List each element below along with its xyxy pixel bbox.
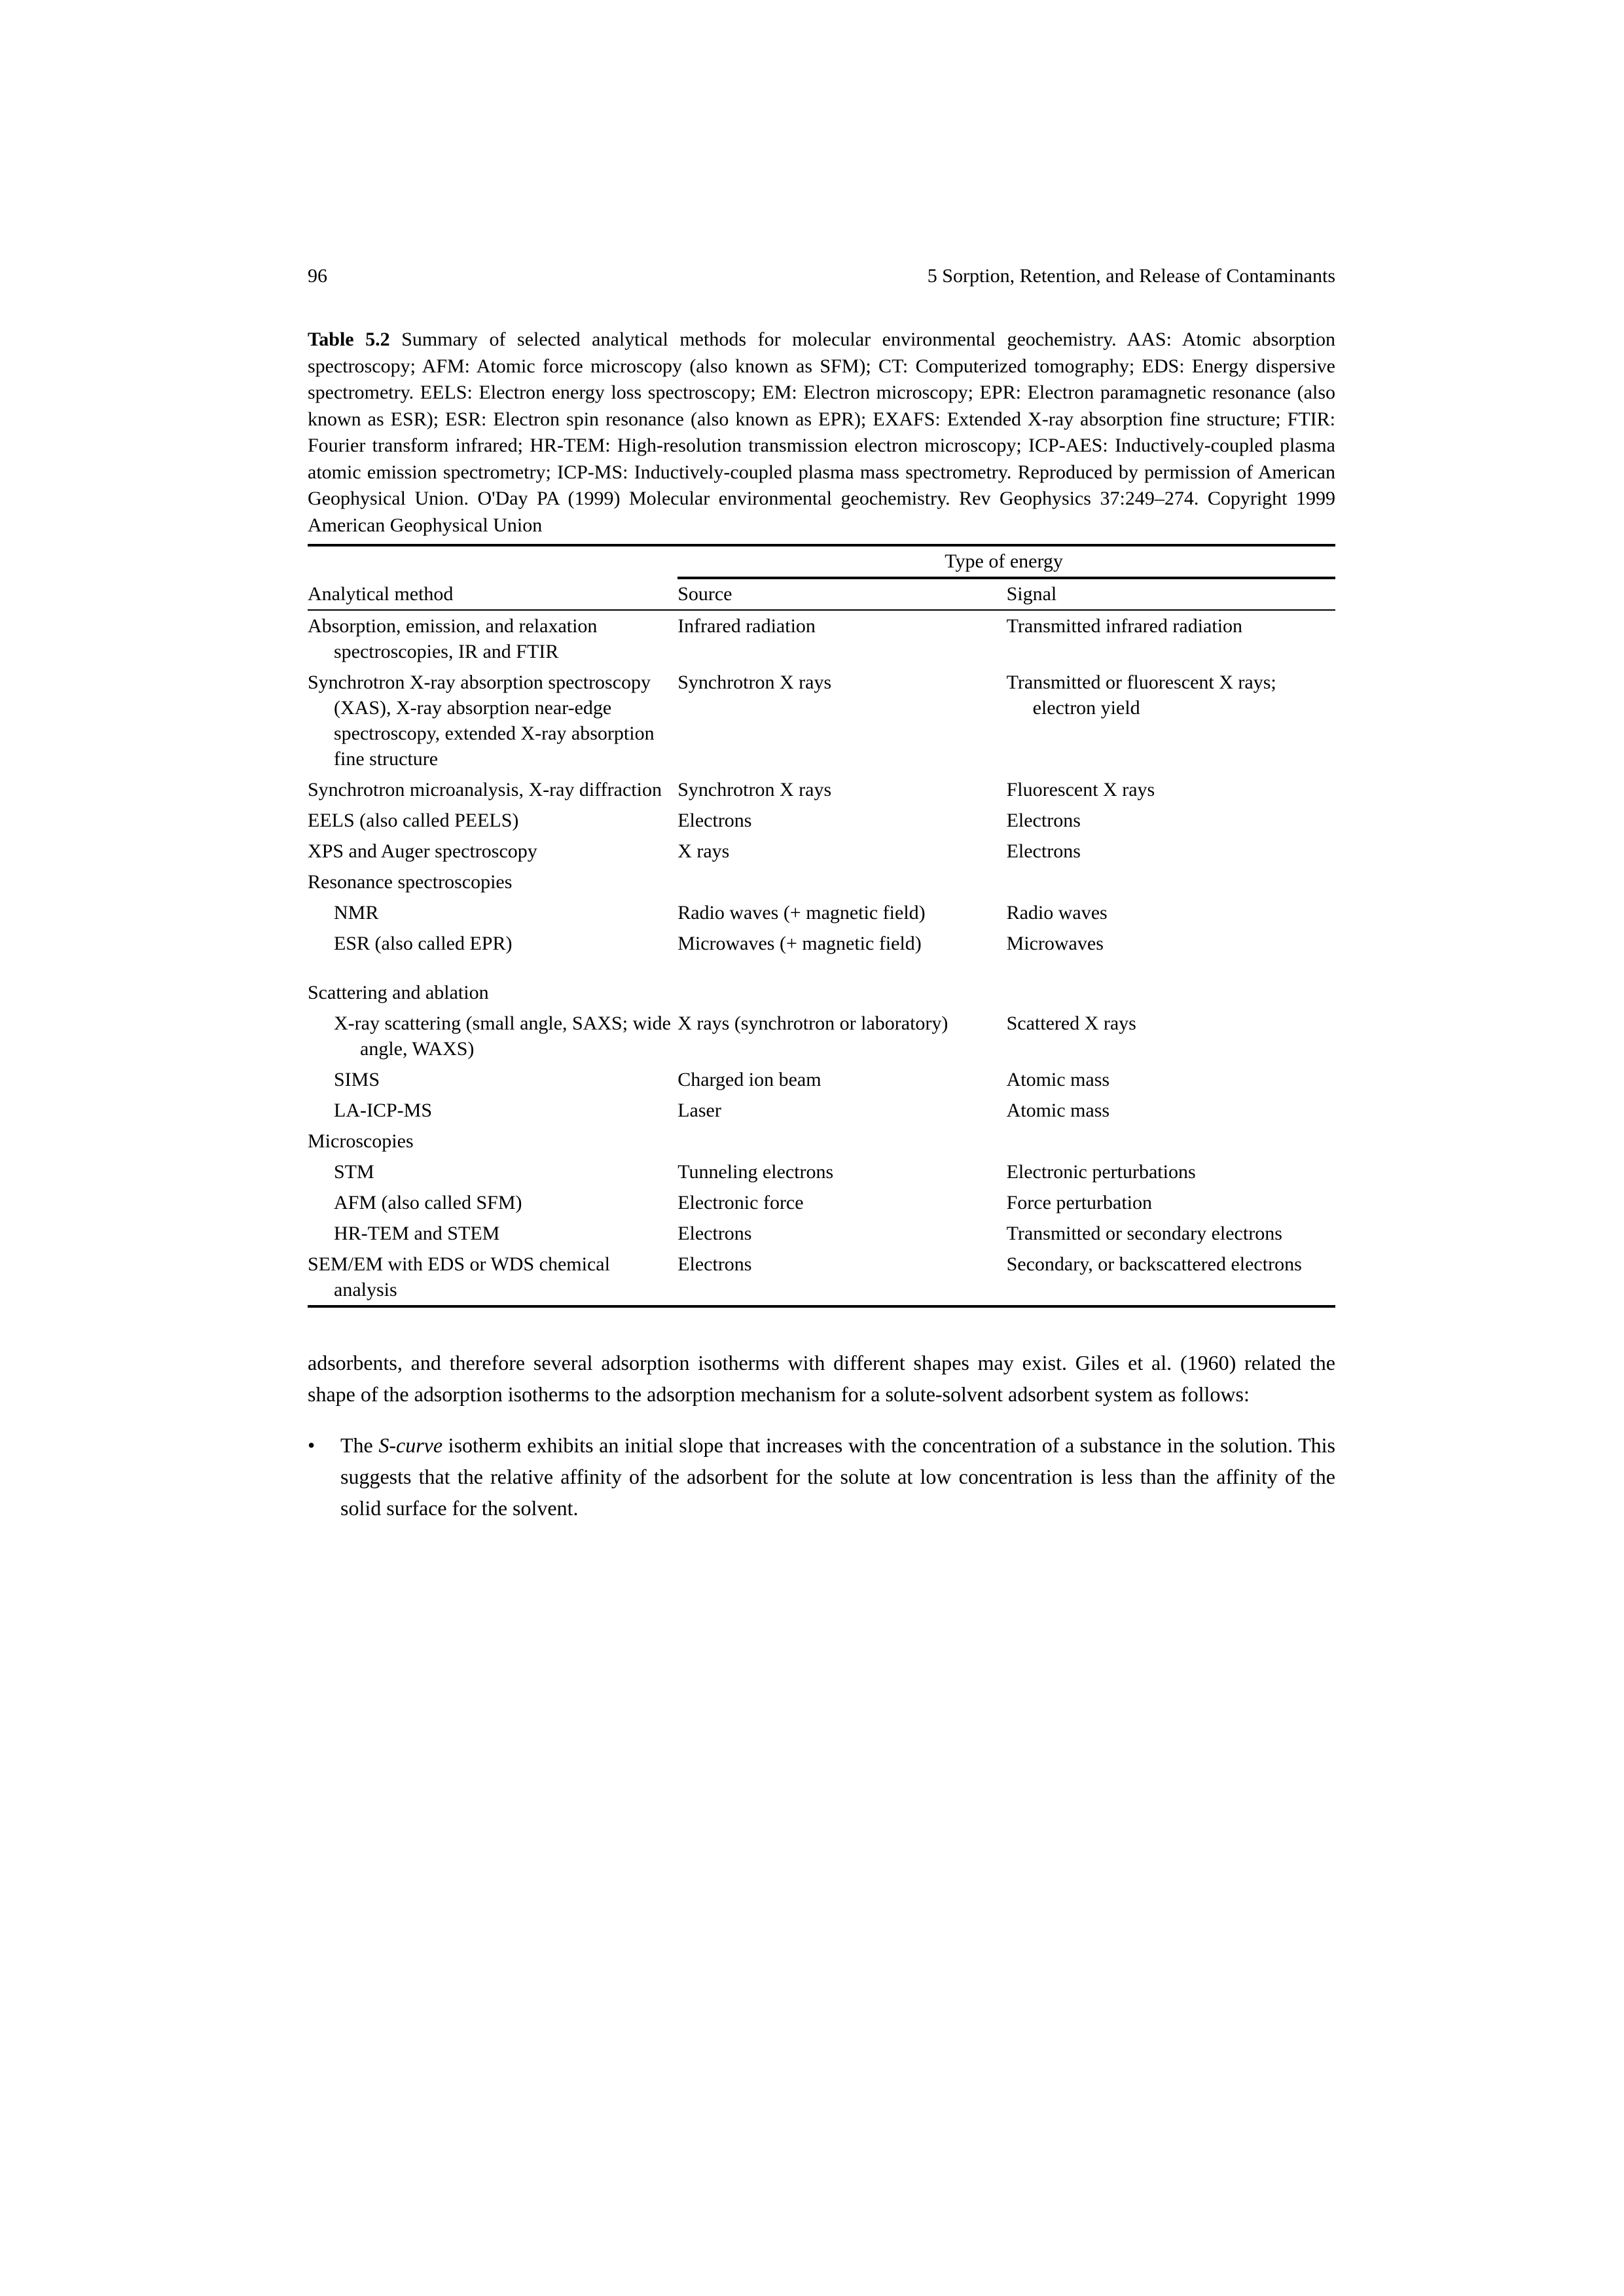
cell-method: AFM (also called SFM) [308, 1187, 677, 1218]
chapter-title: 5 Sorption, Retention, and Release of Co… [928, 265, 1335, 287]
page-number: 96 [308, 265, 327, 287]
table-row: XPS and Auger spectroscopyX raysElectron… [308, 836, 1335, 867]
cell-source: Electrons [677, 1249, 1006, 1306]
table-row: NMRRadio waves (+ magnetic field)Radio w… [308, 897, 1335, 928]
cell-method: Synchrotron X-ray absorption spectroscop… [308, 667, 677, 774]
cell-source: Synchrotron X rays [677, 667, 1006, 774]
cell-method: ESR (also called EPR) [308, 928, 677, 959]
th-energy: Type of energy [677, 545, 1335, 578]
table-body: Absorption, emission, and relaxation spe… [308, 610, 1335, 1306]
table-row: EELS (also called PEELS)ElectronsElectro… [308, 805, 1335, 836]
body-paragraph: adsorbents, and therefore several adsorp… [308, 1347, 1335, 1410]
cell-method: Resonance spectroscopies [308, 867, 677, 897]
list-item: • The S-curve isotherm exhibits an initi… [308, 1429, 1335, 1524]
table-row: X-ray scattering (small angle, SAXS; wid… [308, 1008, 1335, 1064]
table-row: SEM/EM with EDS or WDS chemical analysis… [308, 1249, 1335, 1306]
cell-method: XPS and Auger spectroscopy [308, 836, 677, 867]
cell-signal: Transmitted or fluorescent X rays; elect… [1007, 667, 1335, 774]
table-row: LA-ICP-MSLaserAtomic mass [308, 1095, 1335, 1126]
th-signal: Signal [1007, 578, 1335, 610]
cell-signal: Transmitted infrared radiation [1007, 610, 1335, 667]
cell-method: Synchrotron microanalysis, X-ray diffrac… [308, 774, 677, 805]
table-row: Absorption, emission, and relaxation spe… [308, 610, 1335, 667]
cell-method: Scattering and ablation [308, 977, 677, 1008]
cell-source: Microwaves (+ magnetic field) [677, 928, 1006, 959]
cell-method: SEM/EM with EDS or WDS chemical analysis [308, 1249, 677, 1306]
cell-source: Laser [677, 1095, 1006, 1126]
bullet-marker: • [308, 1429, 340, 1524]
table-label: Table 5.2 [308, 329, 390, 350]
cell-method: X-ray scattering (small angle, SAXS; wid… [308, 1008, 677, 1064]
table-row: Microscopies [308, 1126, 1335, 1157]
cell-signal [1007, 1126, 1335, 1157]
table-row: STMTunneling electronsElectronic perturb… [308, 1157, 1335, 1187]
cell-source [677, 977, 1006, 1008]
cell-method: SIMS [308, 1064, 677, 1095]
table-caption-text: Summary of selected analytical methods f… [308, 329, 1335, 536]
cell-source: Electrons [677, 1218, 1006, 1249]
cell-source: Electrons [677, 805, 1006, 836]
cell-signal: Electrons [1007, 836, 1335, 867]
table-row: Scattering and ablation [308, 977, 1335, 1008]
cell-source: X rays (synchrotron or laboratory) [677, 1008, 1006, 1064]
cell-signal: Fluorescent X rays [1007, 774, 1335, 805]
cell-source [677, 867, 1006, 897]
table-caption: Table 5.2 Summary of selected analytical… [308, 327, 1335, 539]
bullet-list: • The S-curve isotherm exhibits an initi… [308, 1429, 1335, 1524]
table-row: ESR (also called EPR)Microwaves (+ magne… [308, 928, 1335, 959]
table-row: Synchrotron microanalysis, X-ray diffrac… [308, 774, 1335, 805]
cell-signal: Transmitted or secondary electrons [1007, 1218, 1335, 1249]
cell-signal [1007, 977, 1335, 1008]
cell-source [677, 1126, 1006, 1157]
cell-signal: Scattered X rays [1007, 1008, 1335, 1064]
cell-signal: Secondary, or backscattered electrons [1007, 1249, 1335, 1306]
cell-signal: Radio waves [1007, 897, 1335, 928]
cell-signal: Microwaves [1007, 928, 1335, 959]
cell-method: Microscopies [308, 1126, 677, 1157]
cell-signal: Force perturbation [1007, 1187, 1335, 1218]
cell-signal: Electrons [1007, 805, 1335, 836]
cell-source: Charged ion beam [677, 1064, 1006, 1095]
th-method: Analytical method [308, 545, 677, 610]
cell-source: Tunneling electrons [677, 1157, 1006, 1187]
cell-method: EELS (also called PEELS) [308, 805, 677, 836]
table-row: SIMSCharged ion beamAtomic mass [308, 1064, 1335, 1095]
cell-signal: Atomic mass [1007, 1095, 1335, 1126]
cell-method: Absorption, emission, and relaxation spe… [308, 610, 677, 667]
table-row: Resonance spectroscopies [308, 867, 1335, 897]
analytical-methods-table: Analytical method Type of energy Source … [308, 544, 1335, 1308]
cell-source: Electronic force [677, 1187, 1006, 1218]
cell-signal: Electronic perturbations [1007, 1157, 1335, 1187]
cell-signal [1007, 867, 1335, 897]
cell-method: HR-TEM and STEM [308, 1218, 677, 1249]
th-source: Source [677, 578, 1006, 610]
page-header: 96 5 Sorption, Retention, and Release of… [308, 265, 1335, 287]
cell-source: Infrared radiation [677, 610, 1006, 667]
table-row: AFM (also called SFM)Electronic forceFor… [308, 1187, 1335, 1218]
table-row: HR-TEM and STEMElectronsTransmitted or s… [308, 1218, 1335, 1249]
cell-method: LA-ICP-MS [308, 1095, 677, 1126]
cell-signal: Atomic mass [1007, 1064, 1335, 1095]
cell-method: NMR [308, 897, 677, 928]
table-row: Synchrotron X-ray absorption spectroscop… [308, 667, 1335, 774]
cell-method: STM [308, 1157, 677, 1187]
bullet-text: The S-curve isotherm exhibits an initial… [340, 1429, 1335, 1524]
cell-source: X rays [677, 836, 1006, 867]
cell-source: Synchrotron X rays [677, 774, 1006, 805]
cell-source: Radio waves (+ magnetic field) [677, 897, 1006, 928]
